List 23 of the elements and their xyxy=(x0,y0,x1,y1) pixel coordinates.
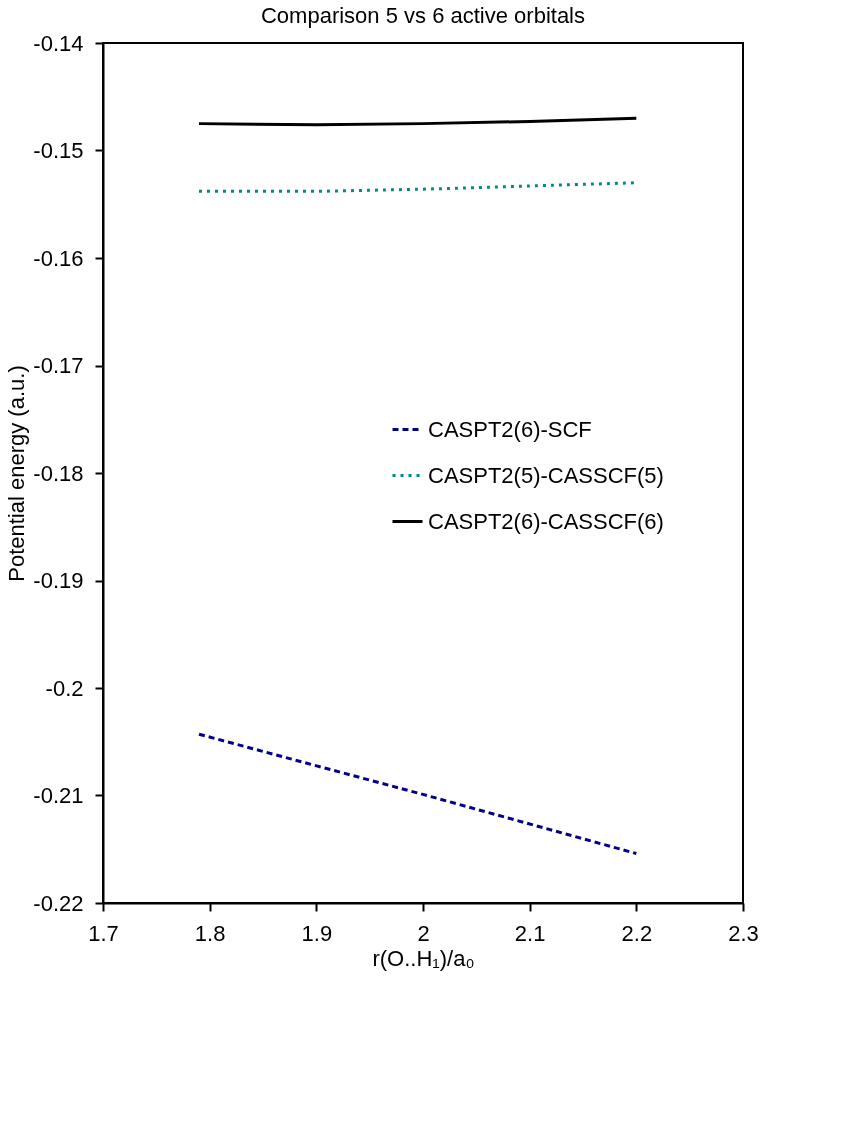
legend-label: CASPT2(6)-SCF xyxy=(428,416,592,442)
y-tick-label: -0.16 xyxy=(33,245,84,271)
y-tick-label: -0.18 xyxy=(33,460,84,486)
y-tick-label: -0.15 xyxy=(33,138,84,163)
x-axis-title: r(O..H₁)/a₀ xyxy=(372,945,475,971)
chart-title: Comparison 5 vs 6 active orbitals xyxy=(260,3,586,28)
y-axis-title: Potential energy (a.u.) xyxy=(4,365,30,582)
line-series xyxy=(197,116,638,127)
y-tick-label: -0.14 xyxy=(33,30,84,56)
x-tick-label: 2.2 xyxy=(621,920,653,946)
x-tick-label: 1.7 xyxy=(88,920,119,946)
y-tick-label: -0.2 xyxy=(45,675,84,701)
x-tick-label: 2 xyxy=(417,920,430,946)
x-tick-label: 2.3 xyxy=(728,920,759,946)
y-tick-label: -0.21 xyxy=(33,783,84,808)
legend-label: CASPT2(5)-CASSCF(5) xyxy=(428,462,664,488)
legend-label: CASPT2(6)-CASSCF(6) xyxy=(428,508,664,534)
x-tick-label: 1.8 xyxy=(194,920,226,946)
y-tick-label: -0.19 xyxy=(33,568,84,593)
x-tick-label: 1.9 xyxy=(301,920,333,946)
x-tick-label: 2.1 xyxy=(514,920,546,946)
y-tick-label: -0.17 xyxy=(33,353,84,378)
y-tick-label: -0.22 xyxy=(33,890,84,916)
